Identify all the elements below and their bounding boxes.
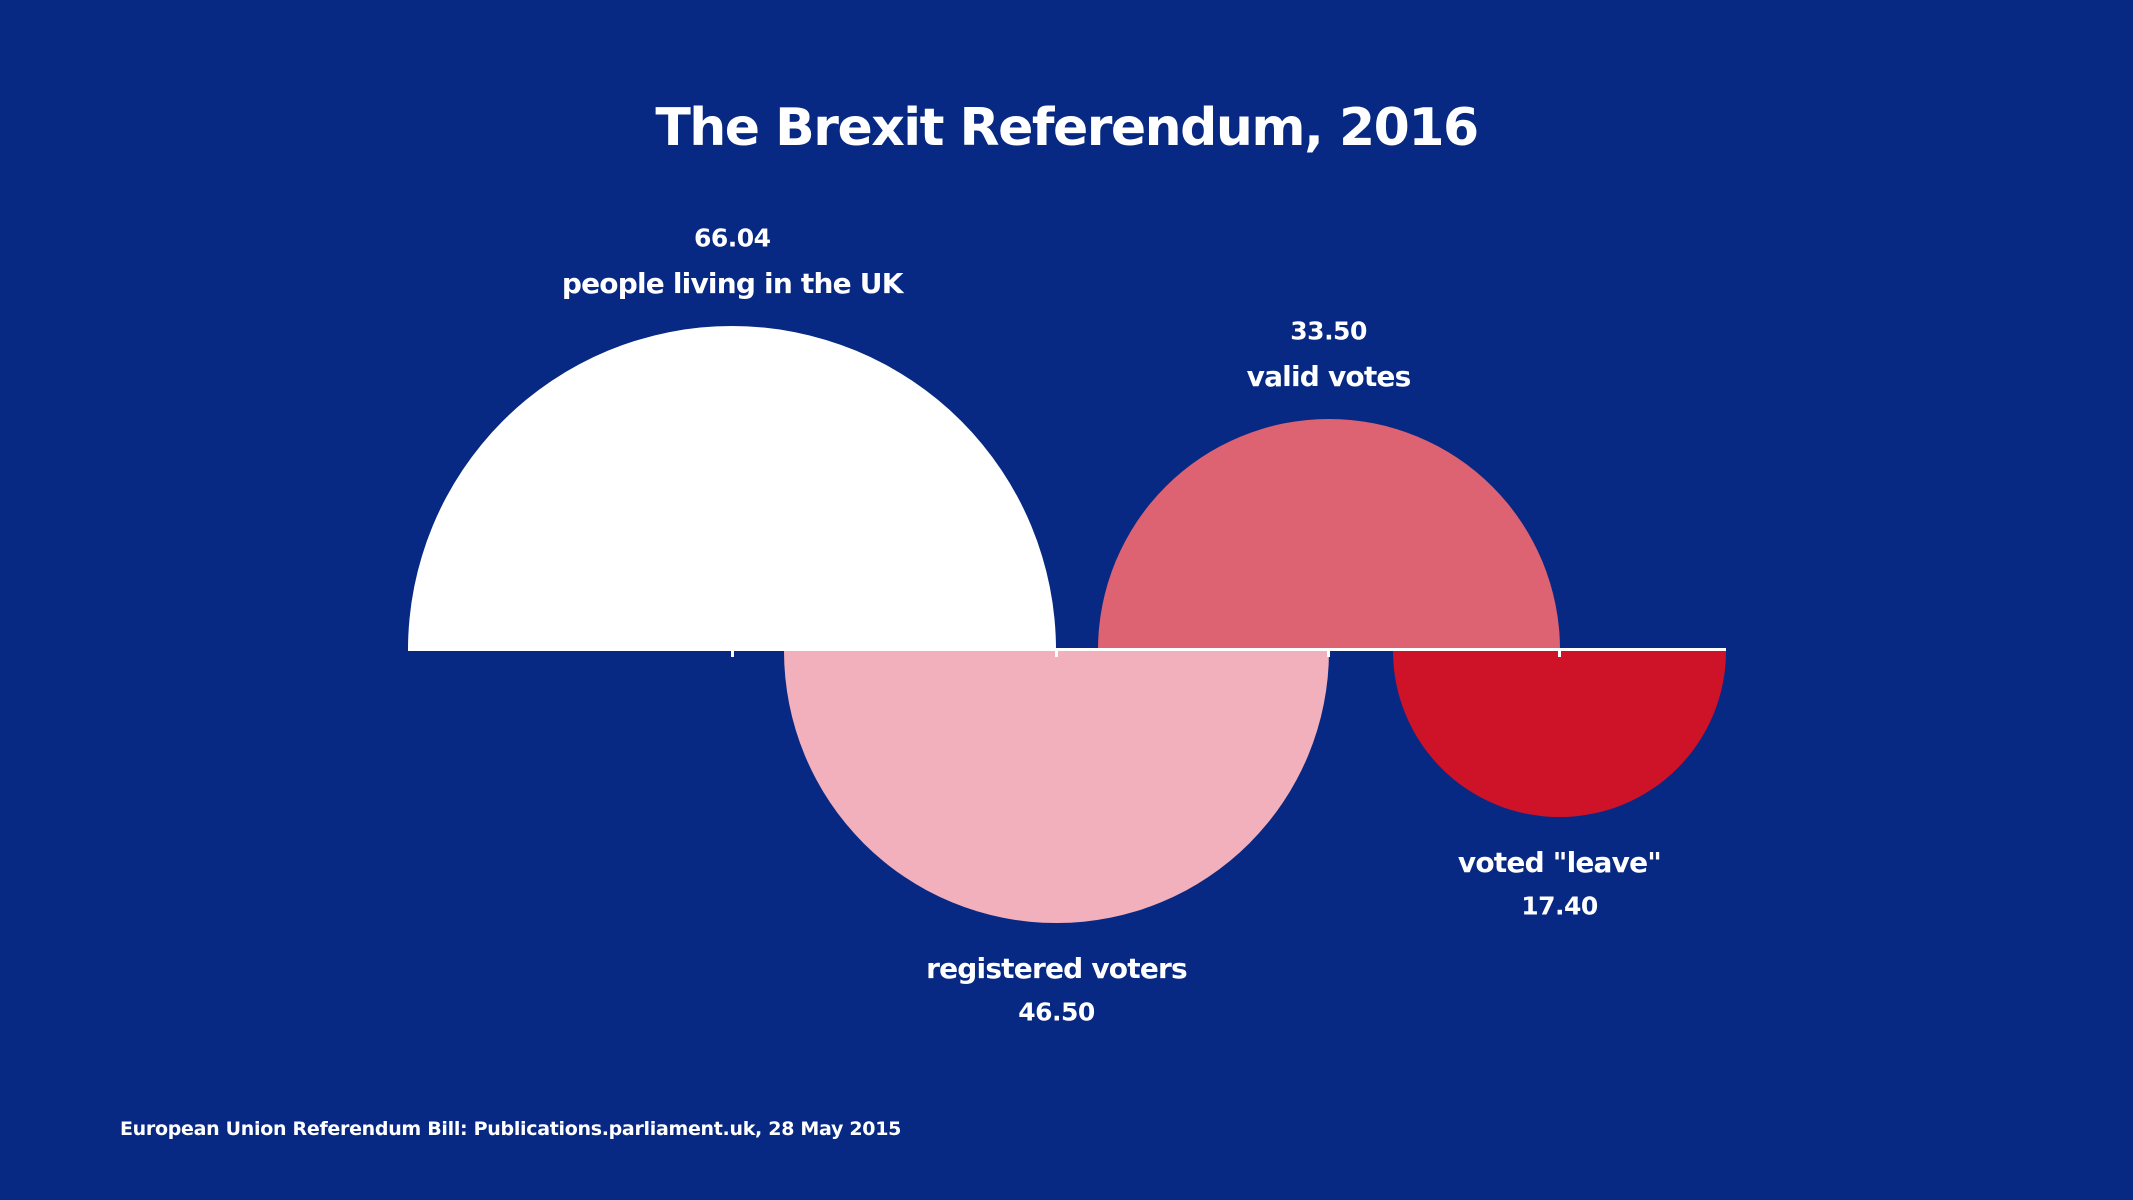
chart-title: The Brexit Referendum, 2016: [655, 98, 1479, 158]
segment-value-valid-votes: 33.50: [1290, 316, 1367, 346]
axis-tick-registered-voters: [1054, 651, 1058, 657]
semicircle-voted-leave: [1393, 651, 1726, 818]
segment-value-voted-leave: 17.40: [1521, 891, 1598, 921]
semicircle-people-living-in-the-uk: [408, 325, 1057, 650]
semicircle-valid-votes: [1097, 419, 1560, 650]
axis-tick-voted-leave: [1558, 651, 1561, 657]
segment-label-voted-leave: voted "leave": [1457, 846, 1662, 880]
segment-value-people-living-in-the-uk: 66.04: [693, 223, 771, 253]
axis-tick-valid-votes: [1327, 651, 1331, 657]
segment-label-registered-voters: registered voters: [926, 952, 1188, 986]
segment-label-people-living-in-the-uk: people living in the UK: [561, 266, 904, 300]
semicircle-registered-voters: [784, 651, 1329, 924]
source-note: European Union Referendum Bill: Publicat…: [120, 1118, 902, 1140]
segment-value-registered-voters: 46.50: [1018, 997, 1095, 1027]
segment-label-valid-votes: valid votes: [1246, 360, 1412, 394]
axis-tick-people-living-in-the-uk: [730, 651, 734, 657]
baseline-axis: [408, 648, 1726, 651]
